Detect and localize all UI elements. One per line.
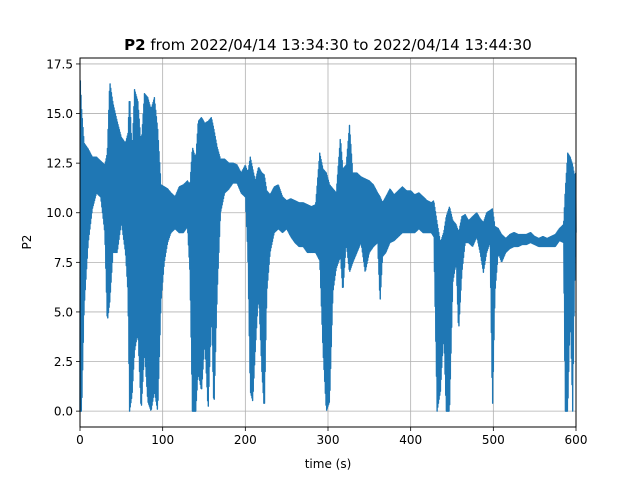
chart-title-bold: P2 [124, 36, 145, 54]
series-line-0 [79, 80, 577, 412]
x-tick-label: 300 [317, 433, 340, 447]
y-axis-ticks: 0.0 2.5 5.0 7.5 10.0 12.5 15.0 17.5 [46, 57, 80, 419]
x-tick-label: 0 [76, 433, 84, 447]
x-tick-label: 200 [234, 433, 257, 447]
y-tick-label: 10.0 [46, 206, 73, 220]
y-tick-label: 0.0 [54, 405, 73, 419]
x-tick-label: 400 [399, 433, 422, 447]
chart-title: P2 from 2022/04/14 13:34:30 to 2022/04/1… [124, 36, 532, 54]
x-tick-label: 600 [565, 433, 588, 447]
x-tick-label: 500 [482, 433, 505, 447]
series-layer [79, 80, 577, 412]
y-tick-label: 15.0 [46, 107, 73, 121]
y-tick-label: 17.5 [46, 57, 73, 71]
y-tick-label: 12.5 [46, 157, 73, 171]
x-axis-label: time (s) [305, 457, 352, 471]
y-tick-label: 5.0 [54, 305, 73, 319]
x-tick-label: 100 [151, 433, 174, 447]
x-axis-ticks: 0 100 200 300 400 500 600 [76, 427, 587, 447]
y-tick-label: 7.5 [54, 256, 73, 270]
chart-title-rest: from 2022/04/14 13:34:30 to 2022/04/14 1… [146, 36, 532, 54]
y-tick-label: 2.5 [54, 355, 73, 369]
y-axis-label: P2 [20, 235, 34, 250]
